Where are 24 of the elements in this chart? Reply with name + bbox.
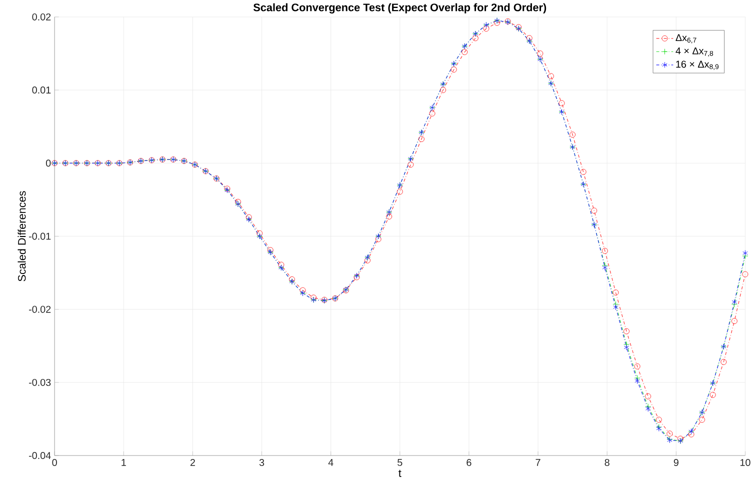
- x-tick-label: 0: [52, 458, 57, 466]
- y-tick-label: 0.01: [32, 86, 51, 94]
- x-tick-label: 9: [674, 458, 678, 466]
- x-axis-title: t: [398, 470, 402, 477]
- y-axis-title: Scaled Differences: [18, 190, 26, 282]
- x-tick-label: 5: [398, 458, 402, 466]
- y-tick-label: 0.02: [32, 13, 51, 20]
- x-tick-label: 8: [604, 458, 610, 466]
- y-tick-label: -0.02: [28, 306, 51, 313]
- y-tick-label: -0.03: [28, 378, 51, 386]
- legend-label: 4 × Δx$_{7,8}$: [676, 47, 714, 57]
- x-tick-label: 7: [536, 458, 540, 466]
- chart-title: Scaled Convergence Test (Expect Overlap for 2nd Order): [253, 3, 546, 14]
- x-tick-label: 3: [259, 458, 264, 466]
- x-tick-label: 2: [190, 458, 195, 466]
- y-tick-label: -0.01: [28, 232, 51, 240]
- x-tick-label: 6: [466, 458, 472, 466]
- x-tick-label: 1: [122, 458, 126, 466]
- legend-label: 16 × Δx$_{8,9}$: [676, 60, 719, 70]
- x-tick-label: 4: [328, 458, 334, 466]
- legend-label: Δx$_{6,7}$: [676, 34, 696, 44]
- y-tick-label: -0.04: [28, 452, 51, 459]
- y-tick-label: 0: [46, 160, 51, 167]
- x-tick-label: 10: [740, 458, 750, 466]
